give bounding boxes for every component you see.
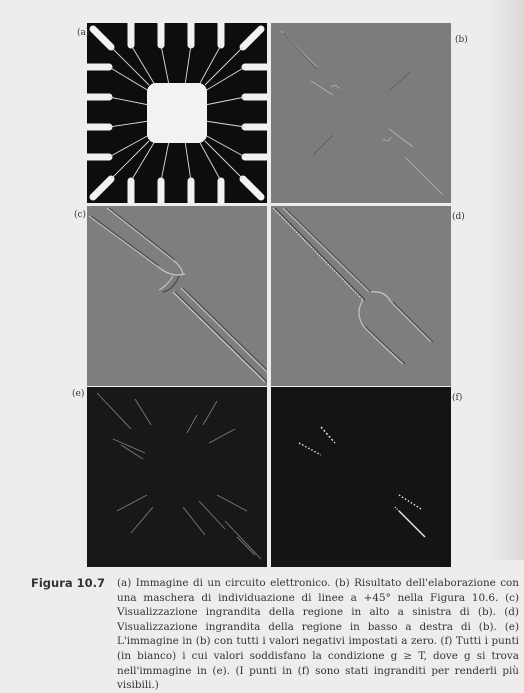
panel-a-label: (a) — [77, 28, 90, 38]
panel-b-filtered-image — [271, 23, 451, 203]
panel-a-circuit-image — [87, 23, 267, 203]
page-edge-shadow — [484, 0, 524, 560]
panel-d-label: (d) — [452, 212, 465, 222]
panel-b-label: (b) — [455, 35, 468, 45]
panel-f-label: (f) — [452, 393, 463, 403]
panel-c-zoom-top-left — [87, 206, 267, 386]
panel-d-zoom-bottom-right — [271, 206, 451, 386]
panel-e-label: (e) — [72, 389, 85, 399]
figure-label: Figura 10.7 — [31, 576, 106, 590]
panel-c-label: (c) — [74, 210, 87, 220]
panel-f-thresholded-points — [271, 387, 451, 567]
figure-caption: (a) Immagine di un circuito elettronico.… — [117, 577, 519, 692]
panel-e-positive-values — [87, 387, 267, 567]
